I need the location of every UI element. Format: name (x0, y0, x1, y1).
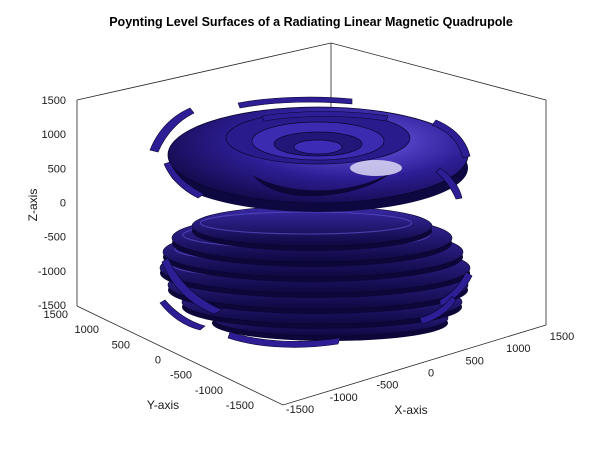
y-tick-label: 0 (155, 355, 161, 367)
y-tick-label: 1500 (44, 309, 68, 321)
z-axis-ticks: 1500 1000 500 0 -500 -1000 -1500 (38, 95, 66, 312)
upper-lobe-inner-ring (293, 139, 343, 155)
upper-lobe-fragment (435, 167, 463, 200)
y-axis-label: Y-axis (147, 398, 179, 412)
upper-lobe-fragment (261, 111, 389, 122)
y-tick-label: -500 (170, 370, 192, 382)
z-axis-label: Z-axis (26, 189, 40, 222)
x-tick-label: 500 (465, 355, 483, 367)
upper-lobe-fragment (431, 119, 471, 159)
z-tick-label: 1000 (42, 129, 66, 141)
z-tick-label: 1500 (42, 95, 66, 107)
y-tick-label: 1000 (75, 324, 99, 336)
z-tick-label: -1500 (38, 300, 66, 312)
z-tick-label: 500 (48, 163, 66, 175)
x-tick-label: 1500 (550, 331, 574, 343)
lower-lobe-fragment (227, 331, 341, 348)
y-axis-ticks: 1500 1000 500 0 -500-1000-1500 (44, 309, 254, 412)
chart-title: Poynting Level Surfaces of a Radiating L… (109, 15, 513, 29)
z-tick-label: -1000 (38, 266, 66, 278)
upper-lobe-shade (252, 172, 392, 197)
lower-lobe-fragment (161, 257, 223, 315)
upper-lobe-fragment (149, 107, 195, 153)
x-tick-label: -1500 (286, 404, 314, 416)
lower-lobe-ring-highlight (199, 211, 413, 235)
y-tick-label: 500 (112, 339, 130, 351)
x-axis-ticks: -1500 -1000 -500 0 500 1000 1500 (286, 331, 574, 416)
x-tick-label: -500 (376, 380, 398, 392)
specular-highlight (350, 160, 402, 176)
lower-lobe-fragment (419, 295, 457, 325)
lower-lobe-fragment (159, 299, 206, 331)
x-tick-label: -1000 (330, 392, 358, 404)
upper-lobe-fragment (163, 161, 205, 199)
y-tick-label: -1000 (195, 385, 223, 397)
z-tick-label: -500 (44, 232, 66, 244)
upper-lobe-fragment (237, 96, 353, 109)
x-tick-label: 0 (428, 368, 434, 380)
y-tick-label: -1500 (226, 400, 254, 412)
x-tick-label: 1000 (506, 343, 530, 355)
x-axis-label: X-axis (394, 403, 427, 417)
z-tick-label: 0 (60, 198, 66, 210)
axes-box (76, 42, 547, 406)
quadrupole-surfaces (149, 96, 473, 348)
